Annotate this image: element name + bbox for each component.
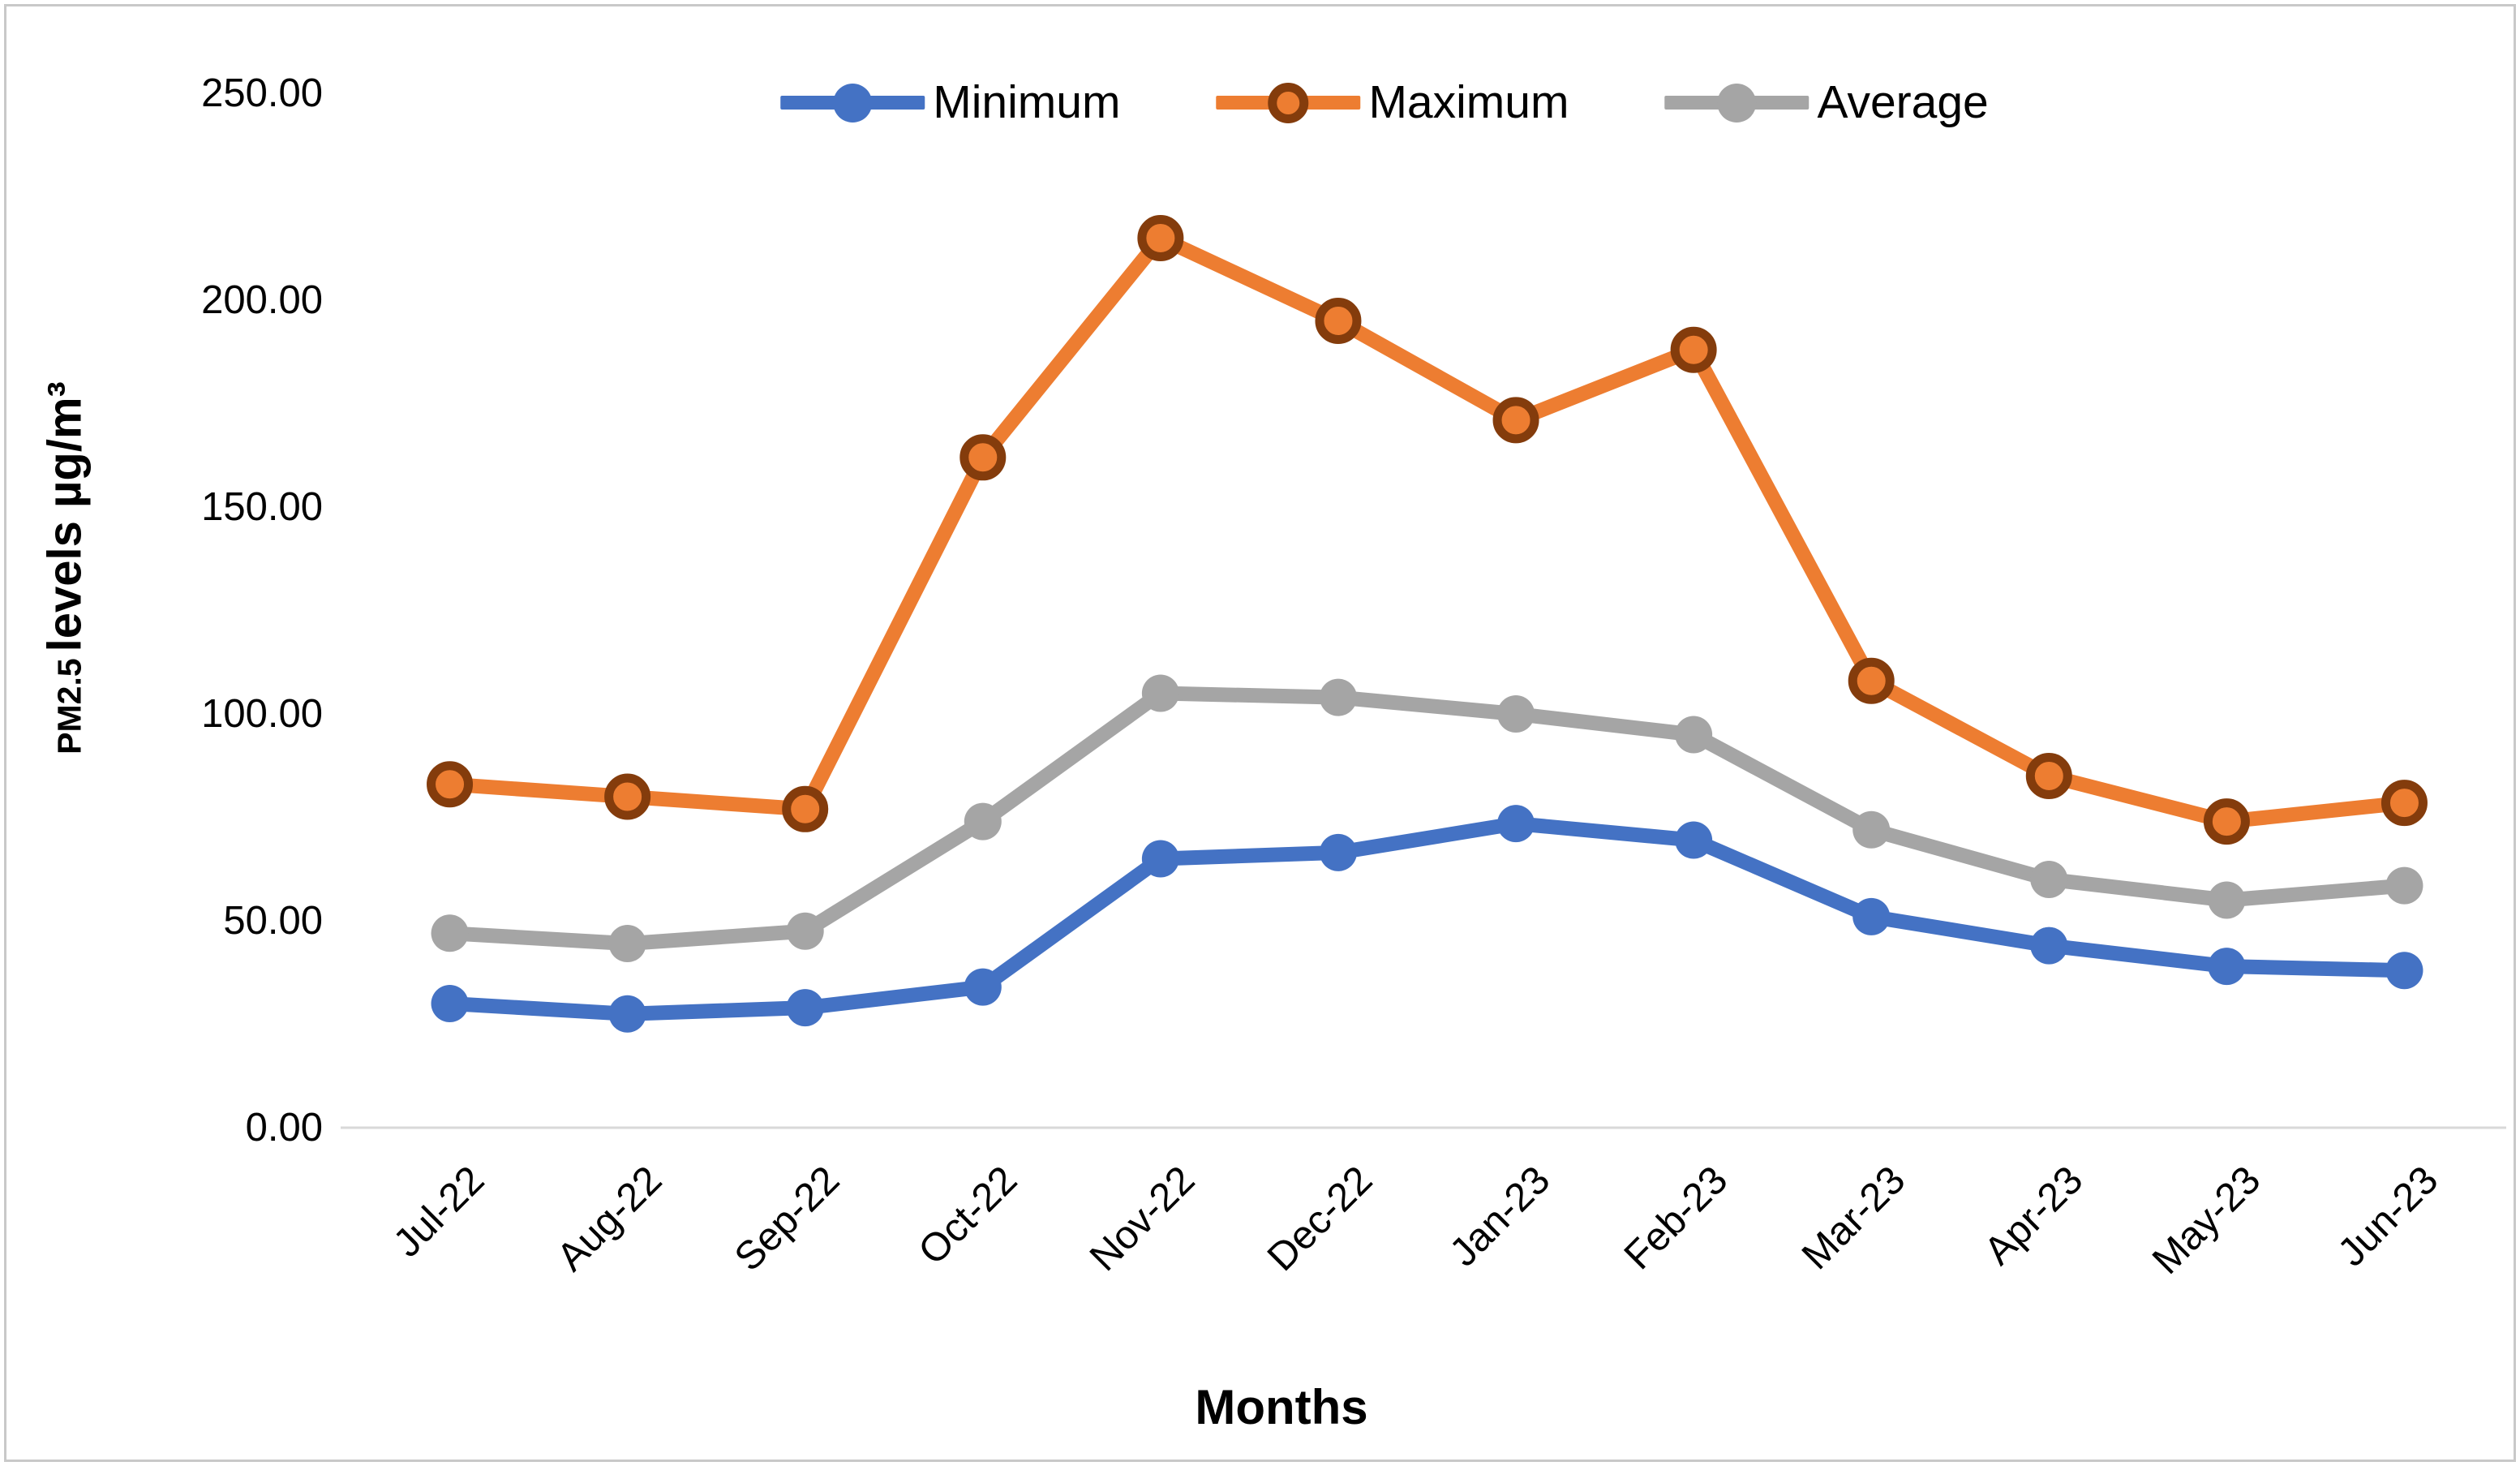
legend-item-average: Average	[1664, 76, 1989, 128]
data-point-marker-minimum	[964, 968, 1002, 1006]
data-point-marker-average	[2208, 881, 2246, 919]
legend-item-minimum: Minimum	[780, 80, 1120, 126]
y-axis-title-pm25: PM2.5	[50, 658, 88, 754]
series-line-average	[442, 686, 2412, 952]
series-line-minimum	[442, 816, 2412, 1021]
data-point-marker-maximum	[1137, 215, 1184, 261]
data-point-marker-maximum	[1492, 397, 1539, 444]
data-point-marker-minimum	[1675, 821, 1713, 859]
data-point-marker-average	[431, 914, 469, 952]
legend-marker-icon-average	[1717, 83, 1757, 123]
data-point-marker-maximum	[2203, 798, 2250, 845]
chart-legend: Minimum Maximum Average	[780, 76, 1989, 128]
legend-label: Minimum	[933, 76, 1121, 128]
legend-item-maximum: Maximum	[1216, 80, 1569, 126]
data-point-marker-maximum	[604, 773, 651, 820]
x-axis-title: Months	[1195, 1380, 1368, 1434]
data-point-marker-average	[1497, 695, 1535, 733]
data-point-marker-minimum	[1497, 805, 1535, 843]
y-tick-label: 250.00	[201, 71, 323, 115]
y-tick-label: 100.00	[201, 692, 323, 736]
data-point-marker-minimum	[431, 985, 469, 1022]
data-point-marker-maximum	[2380, 780, 2428, 827]
data-point-marker-maximum	[782, 785, 829, 832]
series-line-maximum	[442, 230, 2412, 829]
data-point-marker-average	[1141, 674, 1179, 712]
data-point-marker-minimum	[2385, 952, 2423, 990]
data-point-marker-maximum	[2025, 753, 2072, 799]
data-point-marker-average	[2385, 866, 2423, 905]
y-tick-label: 50.00	[223, 899, 323, 943]
data-point-marker-minimum	[2208, 948, 2246, 986]
legend-label: Maximum	[1368, 76, 1569, 128]
y-axis-title: PM2.5 levels µg/m³	[38, 381, 92, 754]
data-point-marker-maximum	[1848, 657, 1895, 704]
data-point-marker-average	[1319, 678, 1357, 716]
legend-line-swatch-average	[1664, 83, 1810, 123]
y-tick-label: 0.00	[245, 1106, 323, 1150]
data-point-marker-average	[2030, 861, 2068, 898]
data-point-marker-minimum	[608, 995, 646, 1033]
legend-marker-icon-minimum	[833, 83, 873, 123]
y-tick-label: 200.00	[201, 278, 323, 322]
legend-line-swatch-maximum	[1216, 82, 1361, 123]
data-point-marker-average	[964, 802, 1002, 840]
legend-label: Average	[1817, 76, 1989, 128]
data-point-marker-minimum	[1141, 840, 1179, 878]
legend-marker-icon-maximum	[1268, 82, 1309, 123]
data-point-marker-average	[1675, 716, 1713, 754]
data-point-marker-average	[1852, 810, 1891, 849]
y-tick-label: 150.00	[201, 485, 323, 529]
data-point-marker-minimum	[786, 989, 824, 1027]
data-point-marker-average	[786, 912, 824, 950]
data-point-marker-maximum	[1315, 298, 1362, 344]
y-axis-title-units: levels µg/m³	[38, 381, 92, 652]
data-point-marker-maximum	[427, 761, 474, 808]
data-point-marker-average	[608, 925, 646, 963]
data-point-marker-maximum	[959, 434, 1007, 481]
data-point-marker-minimum	[1319, 833, 1357, 871]
data-point-marker-maximum	[1670, 326, 1717, 373]
legend-line-swatch-minimum	[780, 83, 925, 123]
data-point-marker-minimum	[1852, 897, 1891, 935]
data-point-marker-minimum	[2030, 926, 2068, 965]
